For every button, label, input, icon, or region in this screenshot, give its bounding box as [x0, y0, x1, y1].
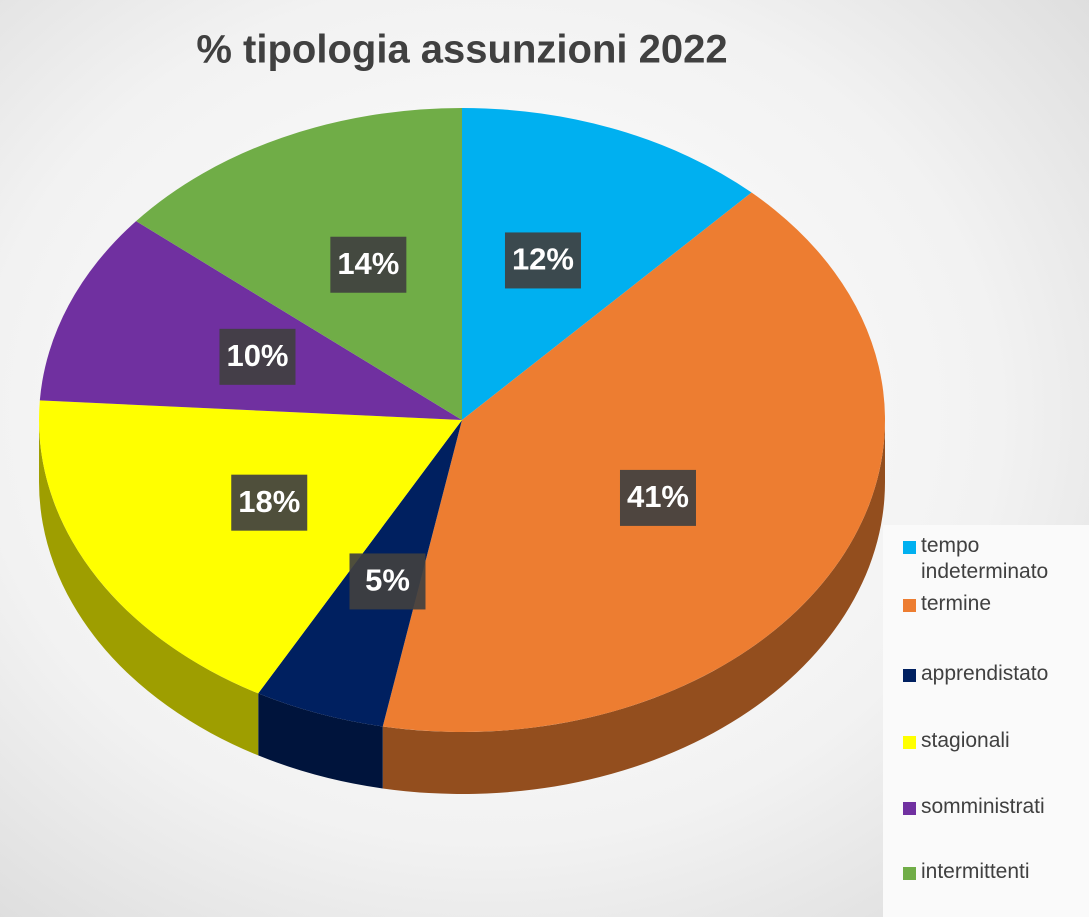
- legend-swatch: [903, 669, 916, 682]
- data-label: 5%: [365, 563, 410, 598]
- legend-label: somministrati: [921, 795, 1045, 818]
- data-label: 18%: [238, 484, 300, 519]
- pie-sides: [39, 420, 885, 794]
- legend-label: termine: [921, 592, 992, 615]
- legend-item: apprendistato: [903, 661, 1089, 687]
- legend-label: apprendistato: [921, 662, 1049, 685]
- data-label-box: [219, 328, 296, 385]
- legend-item: termine: [903, 591, 1089, 617]
- data-label-box: [619, 469, 696, 526]
- data-label: 14%: [337, 246, 399, 281]
- data-label-box: [504, 232, 581, 289]
- legend-item: stagionali: [903, 728, 1089, 754]
- slice: [462, 108, 752, 420]
- legend-label: stagionali: [921, 729, 1010, 752]
- legend-label: tempo indeterminato: [921, 534, 1049, 583]
- legend-swatch: [903, 802, 916, 815]
- slice-side: [39, 420, 259, 756]
- data-label-box: [231, 474, 308, 531]
- legend: tempo indeterminato termine apprendistato s…: [883, 525, 1089, 917]
- data-labels: 12% 41% 5% 18% 10% 14%: [219, 232, 696, 610]
- legend-item: intermittenti: [903, 859, 1089, 885]
- legend-label: intermittenti: [921, 860, 1030, 883]
- pie-tops: [39, 108, 885, 732]
- data-label-box: [349, 553, 426, 610]
- slice: [136, 108, 463, 420]
- slice: [39, 221, 463, 420]
- legend-swatch: [903, 867, 916, 880]
- slice-side: [258, 693, 383, 789]
- slice: [39, 400, 463, 694]
- slice: [382, 192, 885, 732]
- data-label: 12%: [512, 242, 574, 277]
- legend-swatch: [903, 599, 916, 612]
- data-label-box: [330, 236, 407, 293]
- data-label: 10%: [226, 338, 288, 373]
- data-label: 41%: [627, 479, 689, 514]
- legend-item: somministrati: [903, 794, 1089, 820]
- legend-item: tempo indeterminato: [903, 533, 1089, 585]
- slice-side: [382, 420, 885, 794]
- legend-swatch: [903, 541, 916, 554]
- legend-swatch: [903, 736, 916, 749]
- chart-title: % tipologia assunzioni 2022: [196, 28, 727, 72]
